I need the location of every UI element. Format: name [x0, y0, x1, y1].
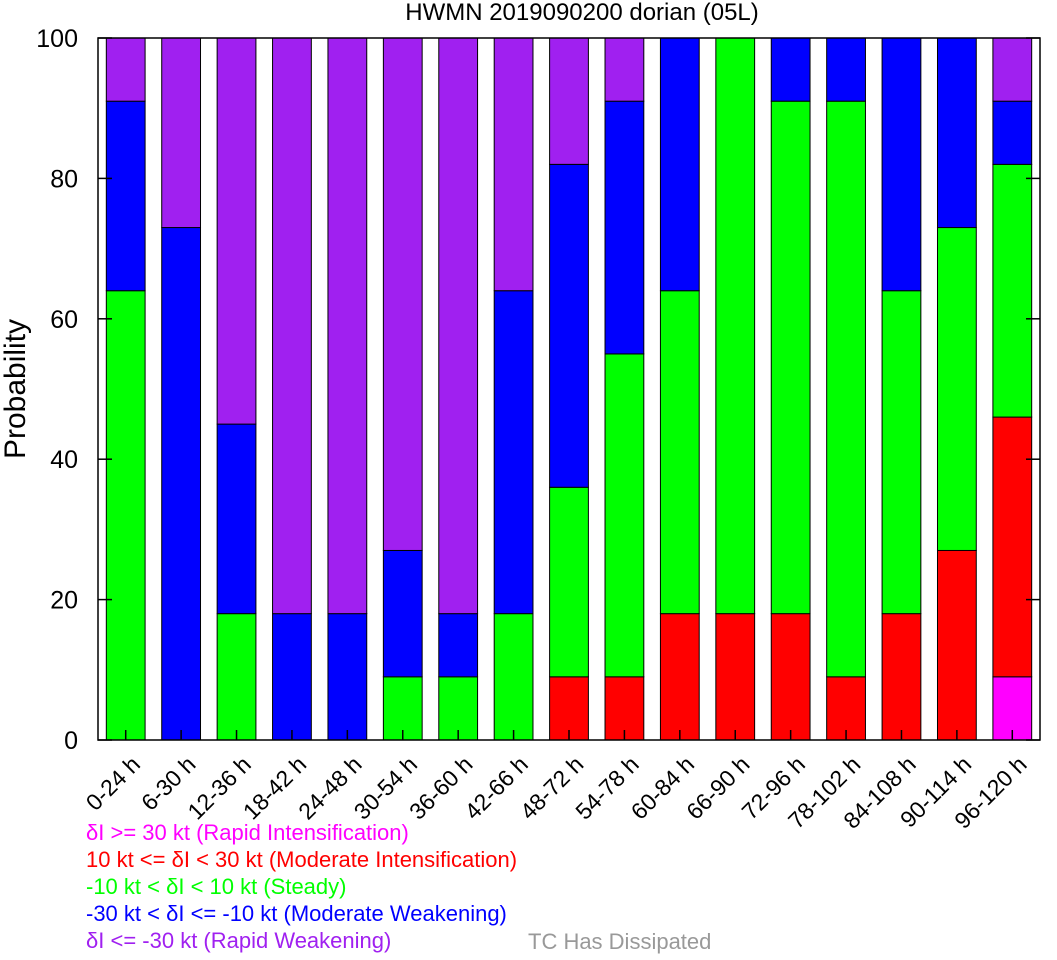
bar-mi-11 [715, 613, 756, 741]
bar-st-12 [770, 100, 811, 615]
bar-st-0 [105, 290, 146, 741]
chart: HWMN 2019090200 dorian (05L) Probability… [0, 0, 1041, 830]
bar-st-5 [382, 676, 423, 741]
bar-st-15 [936, 227, 977, 551]
bar-rw-5 [382, 37, 423, 551]
bar-mi-10 [659, 613, 700, 741]
bar-mw-15 [936, 37, 977, 229]
bar-mw-0 [105, 100, 146, 292]
bar-mw-14 [881, 37, 922, 292]
bar-mw-6 [438, 613, 479, 678]
y-tick-label: 20 [50, 587, 78, 615]
bar-mw-4 [327, 613, 368, 741]
bar-st-16 [992, 163, 1033, 418]
legend-steady: -10 kt < δI < 10 kt (Steady) [86, 874, 347, 899]
legend-moderate-intensification: 10 kt <= δI < 30 kt (Moderate Intensific… [86, 847, 518, 872]
bar-mw-10 [659, 37, 700, 292]
y-axis-label: Probability [0, 319, 32, 459]
bar-rw-4 [327, 37, 368, 615]
bar-mw-1 [161, 227, 202, 741]
bar-mw-2 [216, 423, 257, 615]
legend-moderate-weakening: -30 kt < δI <= -10 kt (Moderate Weakenin… [86, 901, 507, 926]
bar-st-13 [826, 100, 866, 678]
legend-rapid-intensification: δI >= 30 kt (Rapid Intensification) [86, 820, 409, 845]
y-tick-label: 100 [36, 25, 78, 53]
bar-rw-8 [549, 37, 589, 165]
bar-mi-12 [770, 613, 811, 741]
bar-rw-0 [105, 37, 146, 102]
bar-ri-16 [992, 676, 1033, 741]
bar-mi-9 [604, 676, 645, 741]
legend-tc-dissipated: TC Has Dissipated [528, 929, 712, 954]
bar-st-6 [438, 676, 479, 741]
bar-mi-16 [992, 416, 1033, 678]
bar-st-2 [216, 613, 257, 741]
y-tick-label: 0 [64, 727, 78, 755]
bar-mi-14 [881, 613, 922, 741]
bar-st-10 [659, 290, 700, 615]
bar-st-9 [604, 353, 645, 678]
bar-rw-6 [438, 37, 479, 615]
bar-rw-3 [272, 37, 312, 615]
bar-rw-9 [604, 37, 645, 102]
bar-mw-3 [272, 613, 312, 741]
y-tick-label: 40 [50, 446, 78, 474]
x-tick-label: 0-24 h [81, 751, 146, 816]
legend-rapid-weakening: δI <= -30 kt (Rapid Weakening) [86, 928, 392, 953]
bar-mw-16 [992, 100, 1033, 165]
bar-rw-1 [161, 37, 202, 229]
bar-rw-2 [216, 37, 257, 425]
bar-st-14 [881, 290, 922, 615]
bars-group [105, 37, 1033, 741]
bar-mw-13 [826, 37, 866, 102]
bar-rw-16 [992, 37, 1033, 102]
y-tick-label: 60 [50, 306, 78, 334]
bar-mi-15 [936, 549, 977, 741]
bar-mw-5 [382, 549, 423, 678]
bar-st-11 [715, 37, 756, 615]
bar-mw-7 [493, 290, 534, 615]
y-tick-label: 80 [50, 165, 78, 193]
bar-mw-9 [604, 100, 645, 355]
chart-title: HWMN 2019090200 dorian (05L) [405, 0, 759, 26]
bar-mw-12 [770, 37, 811, 102]
bar-rw-7 [493, 37, 534, 292]
bar-mw-8 [549, 163, 589, 488]
bar-st-8 [549, 486, 589, 678]
bar-st-7 [493, 613, 534, 741]
